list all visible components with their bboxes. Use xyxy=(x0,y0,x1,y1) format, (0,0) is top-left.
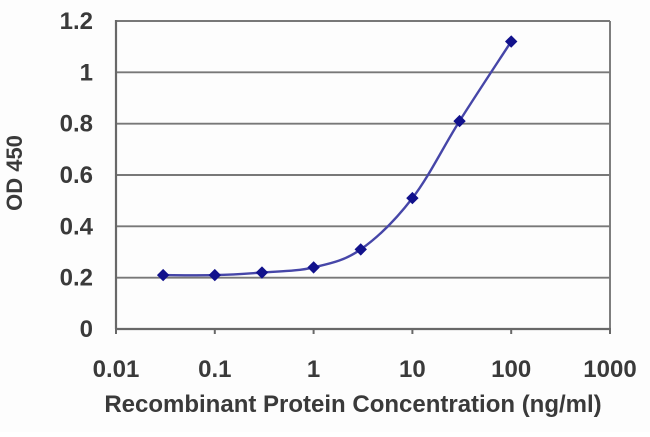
data-point-marker xyxy=(208,268,222,282)
y-tick-label: 0.4 xyxy=(60,213,94,240)
y-tick-label: 1 xyxy=(80,59,93,86)
x-tick-label: 1 xyxy=(307,356,320,383)
y-tick-label: 0.8 xyxy=(60,111,93,138)
x-tick-label: 100 xyxy=(491,356,531,383)
chart-plot-area: 0 0.2 0.4 0.6 0.8 1 1.2 0.01 0.1 1 10 100 1000 xyxy=(60,8,637,383)
curve-line xyxy=(161,40,513,277)
data-point-marker xyxy=(307,261,320,274)
y-tick-label: 1.2 xyxy=(60,8,93,35)
data-point-marker xyxy=(504,35,518,48)
y-tick-label: 0.2 xyxy=(60,265,93,292)
data-point-marker xyxy=(255,266,269,279)
x-axis-title: Recombinant Protein Concentration (ng/ml… xyxy=(104,391,601,418)
x-tick-label: 0.1 xyxy=(198,356,231,383)
x-tick-label: 0.01 xyxy=(93,356,140,383)
y-tick-label: 0 xyxy=(80,316,93,343)
y-axis-title: OD 450 xyxy=(2,135,27,211)
y-tick-label: 0.6 xyxy=(60,162,93,189)
data-point-marker xyxy=(453,114,466,128)
x-tick-label: 1000 xyxy=(583,356,636,383)
data-point-marker xyxy=(156,268,170,282)
data-point-marker xyxy=(354,243,367,256)
data-point-marker xyxy=(406,191,419,205)
x-tick-label: 10 xyxy=(399,356,426,383)
